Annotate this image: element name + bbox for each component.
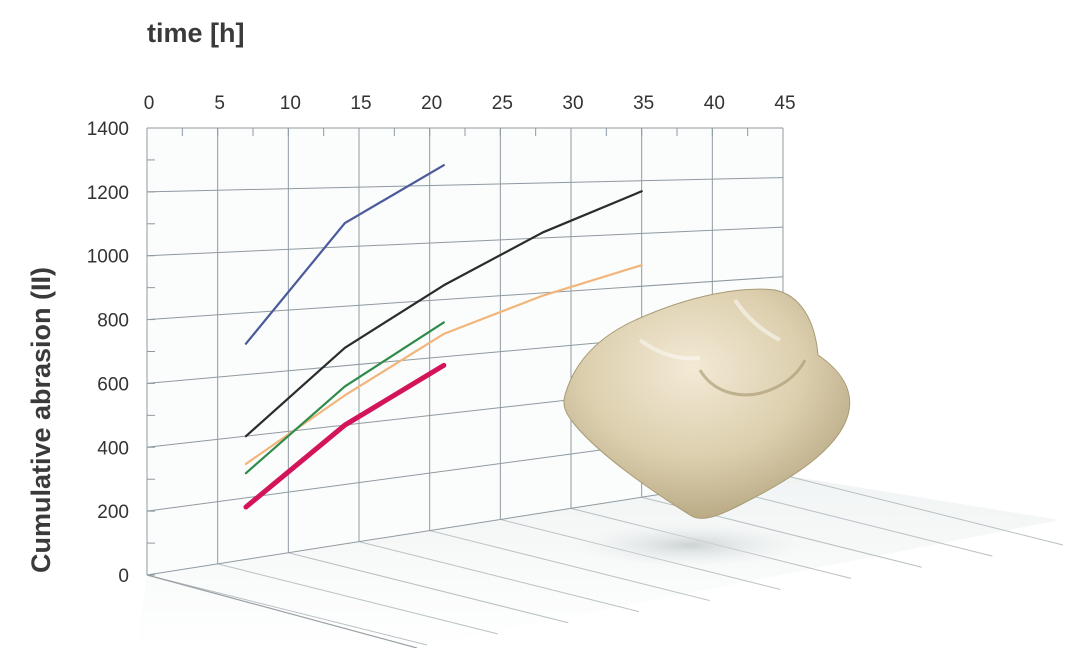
floor-surface (137, 475, 1060, 648)
y-tick-label: 200 (97, 502, 129, 523)
x-tick-label: 5 (214, 93, 225, 114)
floor-grid-line (217, 563, 498, 635)
horizontal-gridline (146, 276, 784, 321)
y-tick-label: 600 (97, 374, 129, 395)
horizontal-gridline (146, 177, 784, 193)
floor-grid-line (358, 541, 640, 613)
series-line (244, 190, 643, 438)
series-lines (243, 164, 643, 510)
x-tick-label: 45 (774, 93, 795, 114)
floor-grid-line (429, 530, 710, 602)
x-tick-label: 20 (421, 93, 442, 114)
y-tick-label: 400 (97, 438, 129, 459)
tooth-illustration (563, 288, 851, 567)
series-line (244, 264, 643, 466)
y-tick-label: 800 (97, 311, 129, 332)
series-line (244, 321, 445, 475)
x-tick-label: 30 (562, 93, 583, 114)
y-tick-label: 1000 (87, 247, 129, 268)
horizontal-gridline (146, 226, 784, 257)
y-tick-label: 0 (118, 566, 129, 587)
y-tick-label: 1200 (87, 183, 129, 204)
floor-edge-line (146, 574, 418, 648)
floor-grid-line (712, 485, 993, 557)
floor-grid-line (288, 552, 569, 624)
x-tick-label: 40 (704, 93, 725, 114)
floor-grid-line (146, 574, 428, 646)
series-line (243, 362, 447, 510)
y-axis-label: Cumulative abrasion (II) (26, 267, 56, 573)
x-tick-label: 15 (350, 93, 371, 114)
floor-grid-line (782, 474, 1064, 546)
x-tick-label: 0 (144, 93, 155, 114)
x-tick-label: 35 (633, 93, 654, 114)
x-axis-ticks: 0 5 10 15 20 25 30 35 40 45 (144, 93, 796, 114)
y-tick-label: 1400 (87, 119, 129, 140)
x-tick-label: 10 (280, 93, 301, 114)
y-axis-ticks: 0 200 400 600 800 1000 1200 1400 (87, 119, 129, 587)
chart-title: time [h] (147, 18, 245, 48)
series-line (244, 164, 445, 345)
x-tick-label: 25 (492, 93, 513, 114)
